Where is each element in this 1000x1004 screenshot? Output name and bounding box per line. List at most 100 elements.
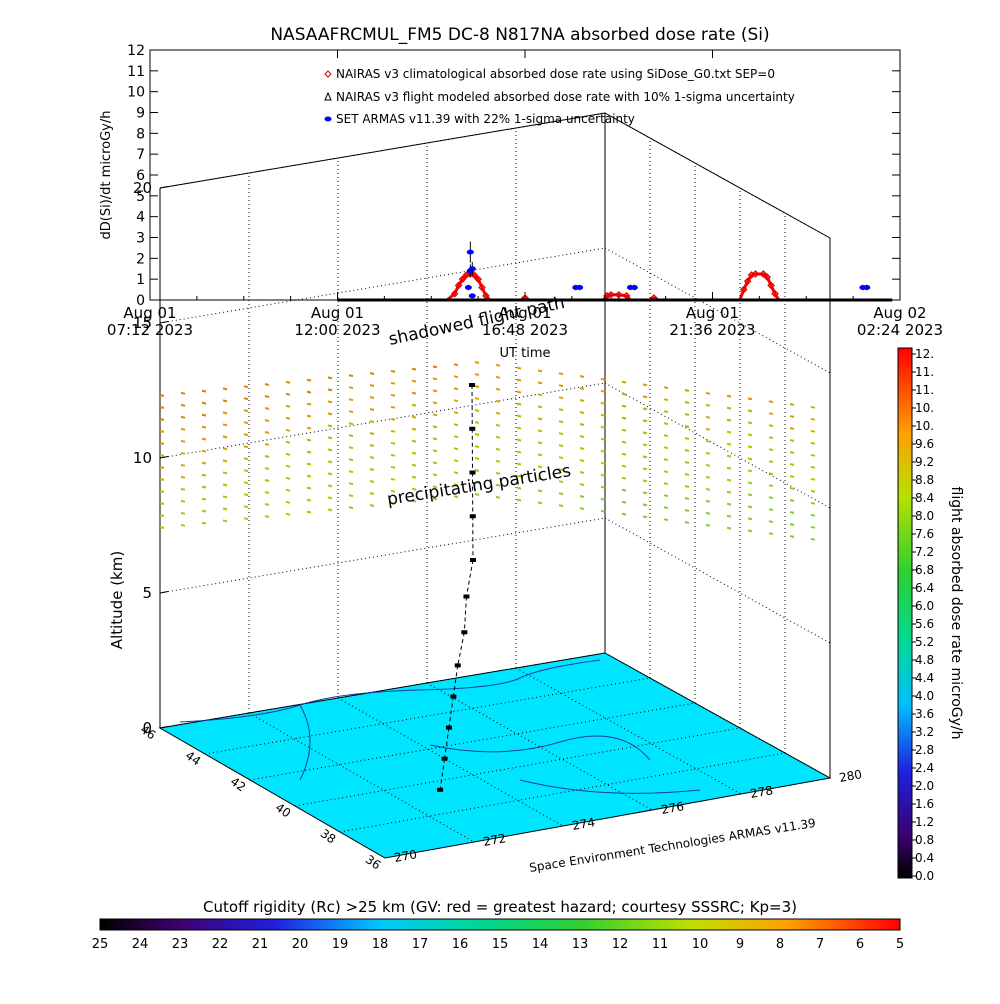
particle-mark [790, 500, 794, 501]
particle-mark [622, 430, 626, 431]
particle-mark [202, 439, 206, 440]
particle-mark [328, 461, 332, 462]
particle-mark [580, 508, 584, 509]
particle-mark [244, 446, 248, 447]
particle-mark [328, 401, 332, 402]
dose-tick-label: 10. [915, 419, 934, 433]
particle-mark [391, 431, 395, 432]
particle-mark [622, 442, 626, 443]
particle-mark [286, 430, 290, 431]
particle-mark [160, 431, 164, 432]
particle-mark [433, 474, 437, 475]
particle-mark [202, 463, 206, 464]
particle-mark [202, 427, 206, 428]
particle-mark [454, 436, 458, 437]
dose-tick-label: 2.8 [915, 743, 934, 757]
particle-mark [769, 461, 773, 462]
legend-marker [325, 71, 331, 77]
legend-label: NAIRAS v3 climatological absorbed dose r… [336, 67, 775, 81]
rigidity-tick-label: 23 [172, 937, 189, 952]
particle-mark [517, 416, 521, 417]
particle-mark [496, 497, 500, 498]
dose-tick-label: 6.0 [915, 599, 934, 613]
particle-mark [685, 450, 689, 451]
particle-mark [181, 453, 185, 454]
particle-mark [748, 458, 752, 459]
line-chart-axes [150, 50, 900, 300]
dose-tick-label: 5.6 [915, 617, 934, 631]
particle-mark [349, 399, 353, 400]
particle-mark [475, 410, 479, 411]
particle-mark [706, 393, 710, 394]
particle-mark [454, 364, 458, 365]
particle-mark [517, 428, 521, 429]
particle-mark [349, 375, 353, 376]
lon-tick-label: 280 [838, 767, 863, 785]
lon-tick-label: 276 [660, 799, 685, 817]
particle-mark [328, 425, 332, 426]
particle-mark [265, 492, 269, 493]
particle-mark [244, 410, 248, 411]
particle-mark [454, 388, 458, 389]
particle-mark [328, 473, 332, 474]
particle-mark [601, 511, 605, 512]
data-point [467, 250, 474, 255]
particle-mark [538, 382, 542, 383]
particle-mark [685, 474, 689, 475]
particle-mark [433, 366, 437, 367]
particle-mark [223, 436, 227, 437]
data-point [863, 285, 870, 290]
particle-mark [349, 447, 353, 448]
particle-mark [727, 528, 731, 529]
line-chart-series [338, 242, 893, 301]
particle-mark [517, 404, 521, 405]
z-tick-mark [160, 457, 168, 459]
particle-mark [307, 452, 311, 453]
particle-mark [265, 480, 269, 481]
particle-mark [412, 429, 416, 430]
particle-mark [748, 434, 752, 435]
particle-mark [328, 389, 332, 390]
particle-mark [496, 449, 500, 450]
particle-mark [265, 432, 269, 433]
particle-mark [433, 414, 437, 415]
dose-colorbar-label: flight absorbed dose rate microGy/h [948, 487, 964, 740]
particle-mark [370, 481, 374, 482]
particle-mark [307, 440, 311, 441]
particle-mark [643, 408, 647, 409]
particle-mark [454, 412, 458, 413]
particle-mark [769, 401, 773, 402]
particle-mark [538, 490, 542, 491]
lon-tick-label: 278 [749, 783, 774, 801]
rigidity-tick-label: 10 [692, 937, 709, 952]
particle-mark [748, 506, 752, 507]
particle-mark [706, 429, 710, 430]
particle-mark [790, 536, 794, 537]
particle-mark [286, 394, 290, 395]
particle-mark [475, 386, 479, 387]
dose-tick-label: 12. [915, 347, 934, 361]
dose-tick-label: 7.6 [915, 527, 934, 541]
particle-mark [349, 411, 353, 412]
particle-mark [769, 437, 773, 438]
particle-mark [265, 456, 269, 457]
dose-colorbar-ticks: 12.11.11.10.10.9.69.28.88.48.07.67.26.86… [912, 347, 934, 883]
particle-mark [223, 460, 227, 461]
particle-mark [748, 494, 752, 495]
particle-mark [559, 373, 563, 374]
particle-mark [307, 428, 311, 429]
particle-mark [769, 473, 773, 474]
flight-track-segment [466, 560, 473, 597]
particle-mark [223, 508, 227, 509]
y-tick-label: 8 [136, 126, 145, 142]
particle-mark [643, 468, 647, 469]
particle-mark [643, 384, 647, 385]
particle-mark [727, 504, 731, 505]
particle-mark [790, 476, 794, 477]
particle-mark [454, 448, 458, 449]
particle-mark [265, 384, 269, 385]
particle-mark [622, 478, 626, 479]
particle-mark [349, 387, 353, 388]
particle-mark [580, 436, 584, 437]
